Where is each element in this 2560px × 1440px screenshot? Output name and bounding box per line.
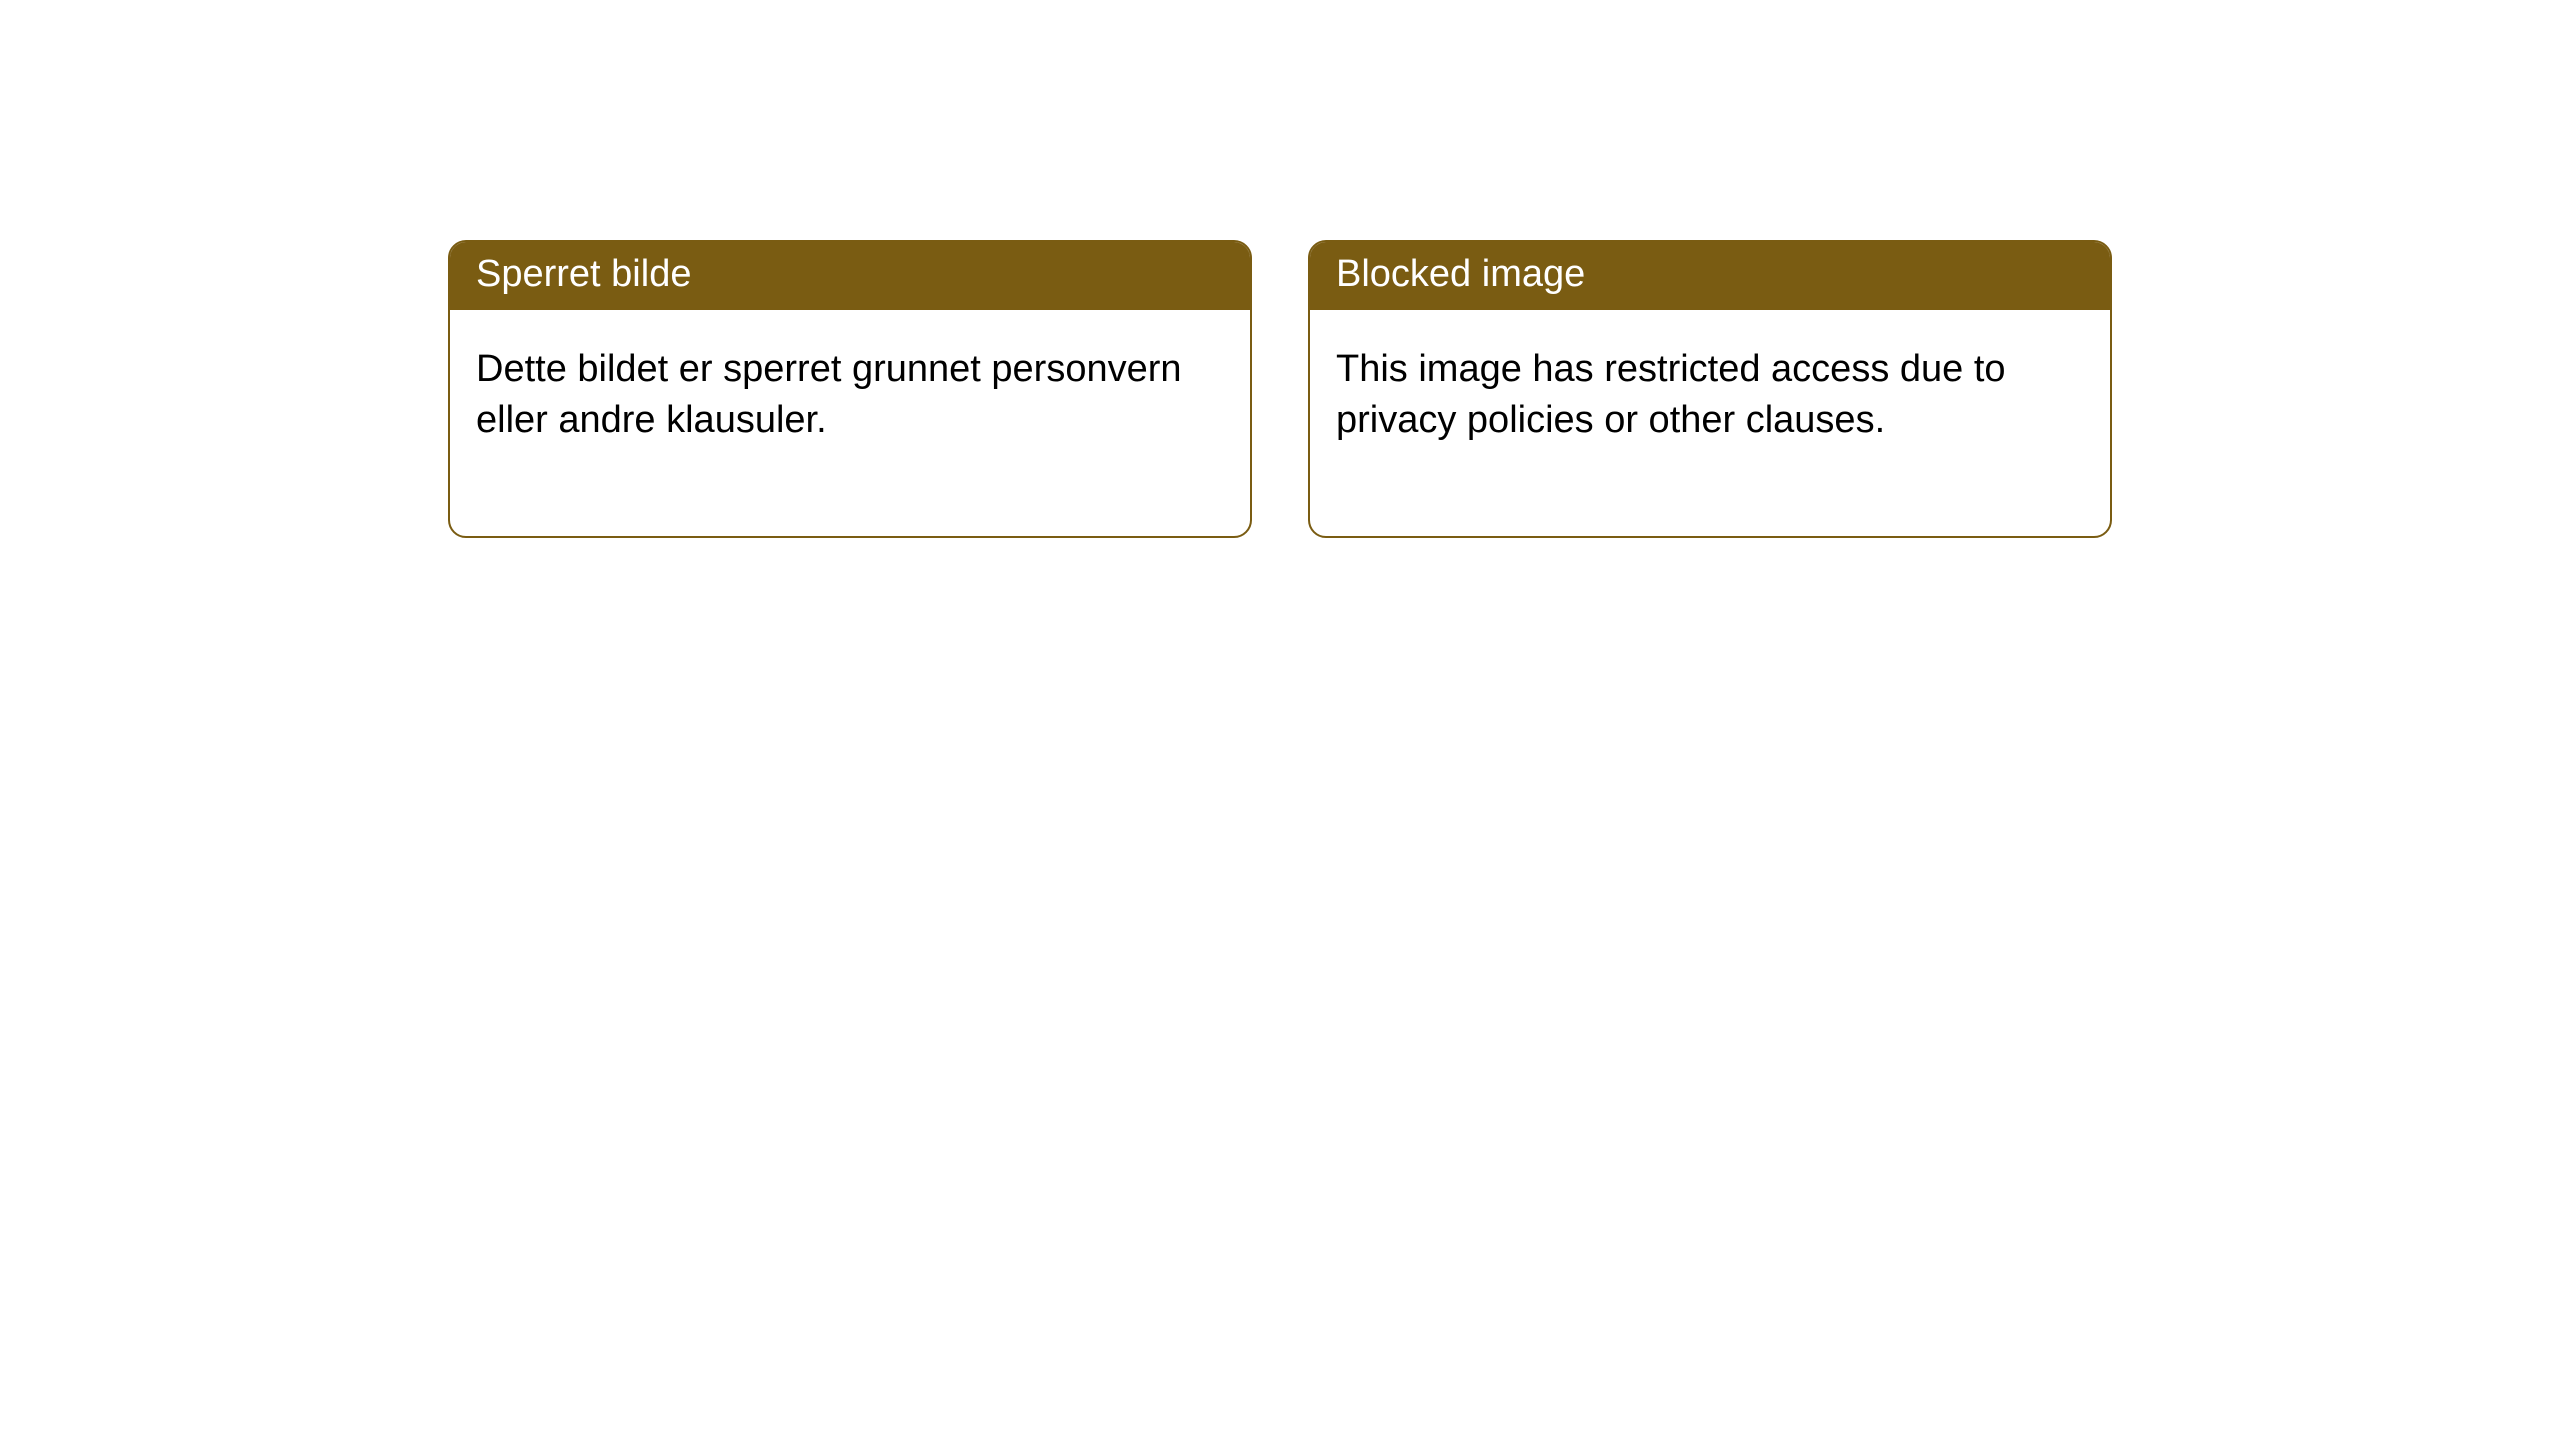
notice-title: Blocked image <box>1310 242 2110 310</box>
notice-title: Sperret bilde <box>450 242 1250 310</box>
notice-body: Dette bildet er sperret grunnet personve… <box>450 310 1250 537</box>
notice-card-english: Blocked image This image has restricted … <box>1308 240 2112 538</box>
notice-card-norwegian: Sperret bilde Dette bildet er sperret gr… <box>448 240 1252 538</box>
notice-body: This image has restricted access due to … <box>1310 310 2110 537</box>
notice-container: Sperret bilde Dette bildet er sperret gr… <box>0 0 2560 538</box>
